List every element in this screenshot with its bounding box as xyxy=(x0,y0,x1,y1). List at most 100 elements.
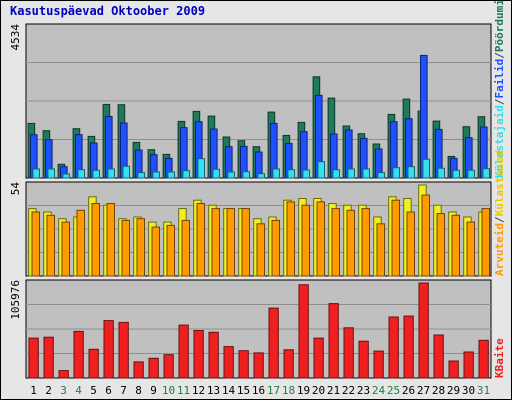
bar-hits-2-day-15 xyxy=(242,171,250,179)
bar-kbytes-0-day-29 xyxy=(448,360,459,379)
bar-visits-1-day-24 xyxy=(376,223,385,277)
bar-visits-1-day-2 xyxy=(46,214,55,277)
day-label-1: 1 xyxy=(30,384,37,397)
bar-kbytes-0-day-1 xyxy=(28,337,39,379)
bar-hits-2-day-18 xyxy=(287,169,295,179)
day-label-13: 13 xyxy=(207,384,220,397)
chart-title: Kasutuspäevad Oktoober 2009 xyxy=(10,4,205,18)
bar-visits-1-day-18 xyxy=(286,201,295,277)
day-label-26: 26 xyxy=(402,384,415,397)
bar-kbytes-0-day-13 xyxy=(208,331,219,379)
bar-visits-1-day-28 xyxy=(436,213,445,277)
bar-visits-1-day-27 xyxy=(421,194,430,277)
bar-kbytes-0-day-30 xyxy=(463,351,474,379)
day-label-2: 2 xyxy=(45,384,52,397)
bar-visits-1-day-5 xyxy=(91,203,100,277)
bar-kbytes-0-day-2 xyxy=(43,336,54,379)
bar-hits-2-day-10 xyxy=(167,171,175,179)
day-label-20: 20 xyxy=(312,384,325,397)
bar-kbytes-0-day-10 xyxy=(163,354,174,379)
bar-kbytes-0-day-20 xyxy=(313,337,324,379)
bar-hits-2-day-7 xyxy=(122,165,131,179)
ymax-label-hits: 4534 xyxy=(9,24,22,51)
bar-visits-1-day-10 xyxy=(166,224,175,277)
bar-visits-1-day-22 xyxy=(346,209,355,277)
legend-entry: Arvuteid xyxy=(493,223,506,276)
day-label-23: 23 xyxy=(357,384,370,397)
legend-hits: Külastajaid/Failid/Pöördumisi xyxy=(493,1,506,178)
bar-visits-1-day-4 xyxy=(76,209,85,277)
panel-kbytes: 105976 xyxy=(9,279,492,379)
day-label-30: 30 xyxy=(462,384,475,397)
day-label-11: 11 xyxy=(177,384,190,397)
bar-hits-2-day-19 xyxy=(302,169,310,179)
bar-kbytes-0-day-27 xyxy=(418,282,429,379)
bar-hits-2-day-31 xyxy=(482,168,490,179)
bar-visits-1-day-6 xyxy=(106,203,115,277)
bar-hits-2-day-26 xyxy=(407,166,415,179)
day-label-22: 22 xyxy=(342,384,355,397)
day-label-21: 21 xyxy=(327,384,340,397)
bar-visits-1-day-9 xyxy=(151,226,160,277)
bar-visits-1-day-26 xyxy=(406,211,415,277)
bar-hits-2-day-3 xyxy=(62,173,71,179)
bar-hits-2-day-23 xyxy=(362,168,370,179)
bar-hits-2-day-21 xyxy=(332,169,340,179)
bar-hits-2-day-1 xyxy=(32,168,40,179)
bar-visits-1-day-17 xyxy=(271,219,280,277)
day-label-4: 4 xyxy=(75,384,82,397)
ymax-label-visits: 54 xyxy=(9,182,22,196)
bar-kbytes-0-day-19 xyxy=(298,284,309,379)
bar-hits-2-day-20 xyxy=(317,161,325,179)
bar-visits-1-day-8 xyxy=(136,218,145,277)
bar-hits-2-day-16 xyxy=(257,173,265,179)
day-label-15: 15 xyxy=(237,384,250,397)
bar-hits-2-day-17 xyxy=(272,168,280,179)
bar-kbytes-0-day-4 xyxy=(73,330,84,379)
bar-visits-1-day-19 xyxy=(301,204,310,277)
bar-hits-2-day-12 xyxy=(197,158,205,179)
bar-visits-1-day-16 xyxy=(256,223,265,277)
bar-kbytes-0-day-17 xyxy=(268,307,279,379)
bar-hits-2-day-24 xyxy=(377,172,385,179)
bar-kbytes-0-day-12 xyxy=(193,330,204,379)
bar-hits-2-day-14 xyxy=(227,171,235,179)
bar-hits-2-day-9 xyxy=(152,171,160,179)
bar-kbytes-0-day-28 xyxy=(433,334,444,379)
legend-entry: Külastajaid xyxy=(493,105,506,178)
bar-visits-1-day-3 xyxy=(61,221,70,277)
day-label-10: 10 xyxy=(162,384,175,397)
bar-hits-2-day-8 xyxy=(137,172,145,179)
bar-visits-1-day-12 xyxy=(196,203,205,277)
day-label-17: 17 xyxy=(267,384,280,397)
bar-hits-2-day-4 xyxy=(77,169,86,179)
day-label-31: 31 xyxy=(477,384,490,397)
day-label-28: 28 xyxy=(432,384,445,397)
bar-visits-1-day-13 xyxy=(211,208,220,277)
panel-hits: 4534 xyxy=(9,23,492,179)
bar-kbytes-0-day-22 xyxy=(343,327,354,379)
legend-visits: Arvuteid/Külastused xyxy=(493,150,506,276)
bar-kbytes-0-day-25 xyxy=(388,316,399,379)
bar-kbytes-0-day-15 xyxy=(238,350,249,379)
bar-hits-2-day-22 xyxy=(347,168,355,179)
day-label-24: 24 xyxy=(372,384,386,397)
bar-kbytes-0-day-7 xyxy=(118,321,129,379)
bar-visits-1-day-7 xyxy=(121,219,130,277)
bar-kbytes-0-day-26 xyxy=(403,315,414,379)
day-label-12: 12 xyxy=(192,384,205,397)
bar-hits-2-day-29 xyxy=(452,169,460,179)
legend-entry: Pöördumisi xyxy=(493,1,506,52)
bar-visits-1-day-31 xyxy=(481,208,490,277)
bar-hits-2-day-5 xyxy=(92,169,101,179)
bar-hits-2-day-11 xyxy=(182,170,190,179)
bar-hits-2-day-28 xyxy=(437,167,445,179)
bar-visits-1-day-14 xyxy=(226,208,235,277)
bar-visits-1-day-29 xyxy=(451,214,460,277)
bar-visits-1-day-25 xyxy=(391,199,400,277)
bar-kbytes-0-day-3 xyxy=(58,370,69,379)
day-label-14: 14 xyxy=(222,384,236,397)
day-label-3: 3 xyxy=(60,384,67,397)
ymax-label-kbytes: 105976 xyxy=(9,280,22,320)
legend-entry: Külastused xyxy=(493,150,506,216)
